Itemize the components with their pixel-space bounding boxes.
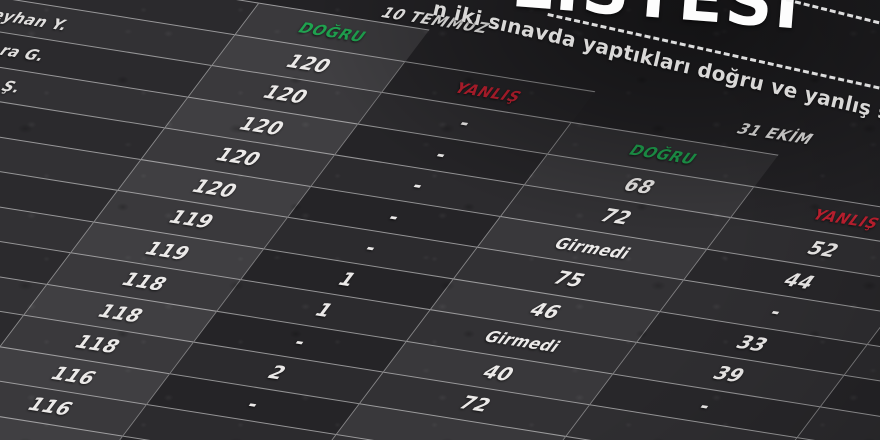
infographic-screenshot: 10 TEMMUZ 31 EKİM Keyhan Y. ra G. t Ş. DOĞR… <box>0 0 880 440</box>
